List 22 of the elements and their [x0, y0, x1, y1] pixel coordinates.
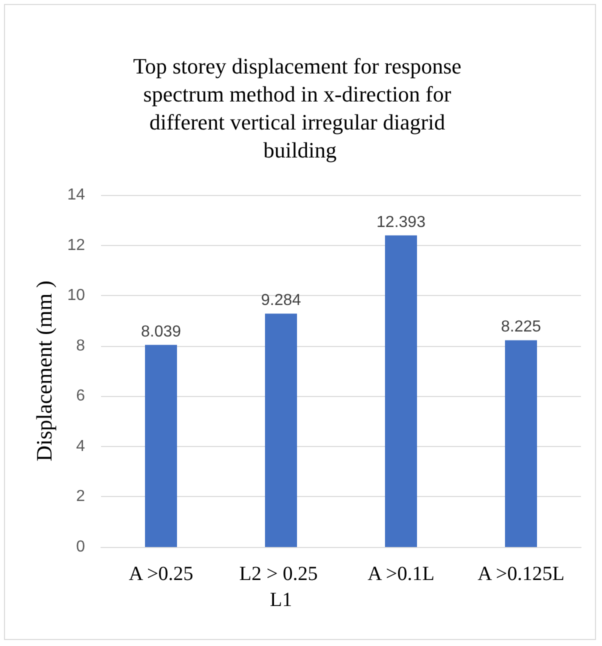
x-tick-label: L2 > 0.25 L1 [239, 563, 323, 611]
chart-title: Top storey displacement for response spectrum method in x-direction for different vertical irregular diagrid building [133, 54, 467, 162]
data-label: 9.284 [260, 292, 302, 310]
bar [385, 235, 417, 547]
y-tick-label: 6 [76, 388, 86, 405]
y-axis-title: Displacement (mm ) [32, 280, 56, 462]
y-tick-label: 10 [67, 287, 86, 304]
y-tick-label: 8 [76, 337, 86, 354]
y-tick-label: 2 [76, 488, 86, 506]
y-tick-label: 0 [76, 538, 86, 556]
bar [505, 340, 537, 547]
bar [145, 344, 177, 547]
data-label: 8.039 [140, 323, 182, 340]
y-tick-label: 12 [67, 236, 86, 254]
data-label: 12.393 [376, 214, 426, 231]
data-label: 8.225 [500, 318, 542, 336]
y-tick-label: 4 [76, 438, 86, 455]
x-tick-label: A >0.1L [368, 563, 434, 585]
x-tick-label: A >0.25 [128, 563, 194, 585]
y-tick-label: 14 [67, 186, 86, 204]
bar [265, 314, 297, 547]
x-tick-label: A >0.125L [478, 563, 564, 585]
